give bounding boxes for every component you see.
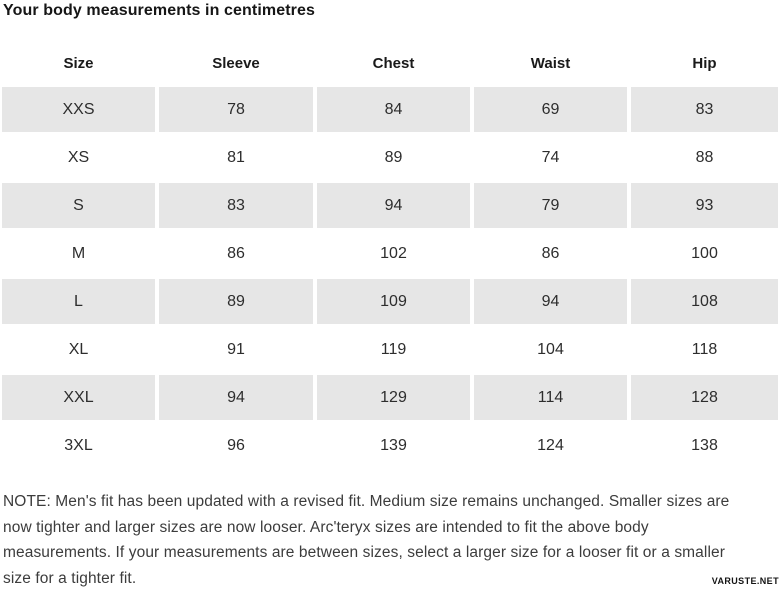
hip-cell: 108	[631, 279, 778, 324]
hip-cell: 88	[631, 135, 778, 180]
table-row-xxl: XXL 94 129 114 128	[2, 375, 778, 423]
hip-cell: 100	[631, 231, 778, 276]
waist-cell: 104	[474, 327, 627, 372]
hip-cell: 138	[631, 423, 778, 468]
chest-cell: 102	[317, 231, 470, 276]
size-cell: XXS	[2, 87, 155, 132]
page-title: Your body measurements in centimetres	[3, 2, 315, 20]
chest-cell: 94	[317, 183, 470, 228]
sleeve-cell: 89	[159, 279, 313, 324]
column-header-size: Size	[2, 54, 155, 73]
hip-cell: 93	[631, 183, 778, 228]
size-cell: M	[2, 231, 155, 276]
table-row-xl: XL 91 119 104 118	[2, 327, 778, 375]
chest-cell: 139	[317, 423, 470, 468]
chest-cell: 84	[317, 87, 470, 132]
table-header-row: Size Sleeve Chest Waist Hip	[2, 54, 778, 73]
size-cell: XL	[2, 327, 155, 372]
waist-cell: 74	[474, 135, 627, 180]
sleeve-cell: 96	[159, 423, 313, 468]
column-header-sleeve: Sleeve	[159, 54, 313, 73]
waist-cell: 114	[474, 375, 627, 420]
fit-note-line: size for a tighter fit.	[3, 566, 781, 591]
size-chart-table: Size Sleeve Chest Waist Hip XXS 78 84 69…	[2, 54, 778, 471]
varuste-net-watermark: VARUSTE.NET	[712, 576, 779, 587]
chest-cell: 119	[317, 327, 470, 372]
waist-cell: 69	[474, 87, 627, 132]
fit-note: NOTE: Men's fit has been updated with a …	[3, 489, 781, 591]
hip-cell: 83	[631, 87, 778, 132]
waist-cell: 94	[474, 279, 627, 324]
hip-cell: 128	[631, 375, 778, 420]
column-header-hip: Hip	[631, 54, 778, 73]
table-row-m: M 86 102 86 100	[2, 231, 778, 279]
chest-cell: 129	[317, 375, 470, 420]
fit-note-line: measurements. If your measurements are b…	[3, 540, 781, 566]
size-cell: S	[2, 183, 155, 228]
chest-cell: 89	[317, 135, 470, 180]
fit-note-line: now tighter and larger sizes are now loo…	[3, 515, 781, 541]
chest-cell: 109	[317, 279, 470, 324]
size-cell: XS	[2, 135, 155, 180]
size-cell: L	[2, 279, 155, 324]
sleeve-cell: 94	[159, 375, 313, 420]
sleeve-cell: 81	[159, 135, 313, 180]
sleeve-cell: 91	[159, 327, 313, 372]
table-row-l: L 89 109 94 108	[2, 279, 778, 327]
column-header-waist: Waist	[474, 54, 627, 73]
size-cell: 3XL	[2, 423, 155, 468]
sleeve-cell: 86	[159, 231, 313, 276]
table-row-s: S 83 94 79 93	[2, 183, 778, 231]
table-row-xs: XS 81 89 74 88	[2, 135, 778, 183]
sleeve-cell: 83	[159, 183, 313, 228]
table-row-xxs: XXS 78 84 69 83	[2, 87, 778, 135]
table-row-3xl: 3XL 96 139 124 138	[2, 423, 778, 471]
fit-note-line: NOTE: Men's fit has been updated with a …	[3, 489, 781, 515]
hip-cell: 118	[631, 327, 778, 372]
size-cell: XXL	[2, 375, 155, 420]
sleeve-cell: 78	[159, 87, 313, 132]
waist-cell: 79	[474, 183, 627, 228]
waist-cell: 86	[474, 231, 627, 276]
waist-cell: 124	[474, 423, 627, 468]
column-header-chest: Chest	[317, 54, 470, 73]
